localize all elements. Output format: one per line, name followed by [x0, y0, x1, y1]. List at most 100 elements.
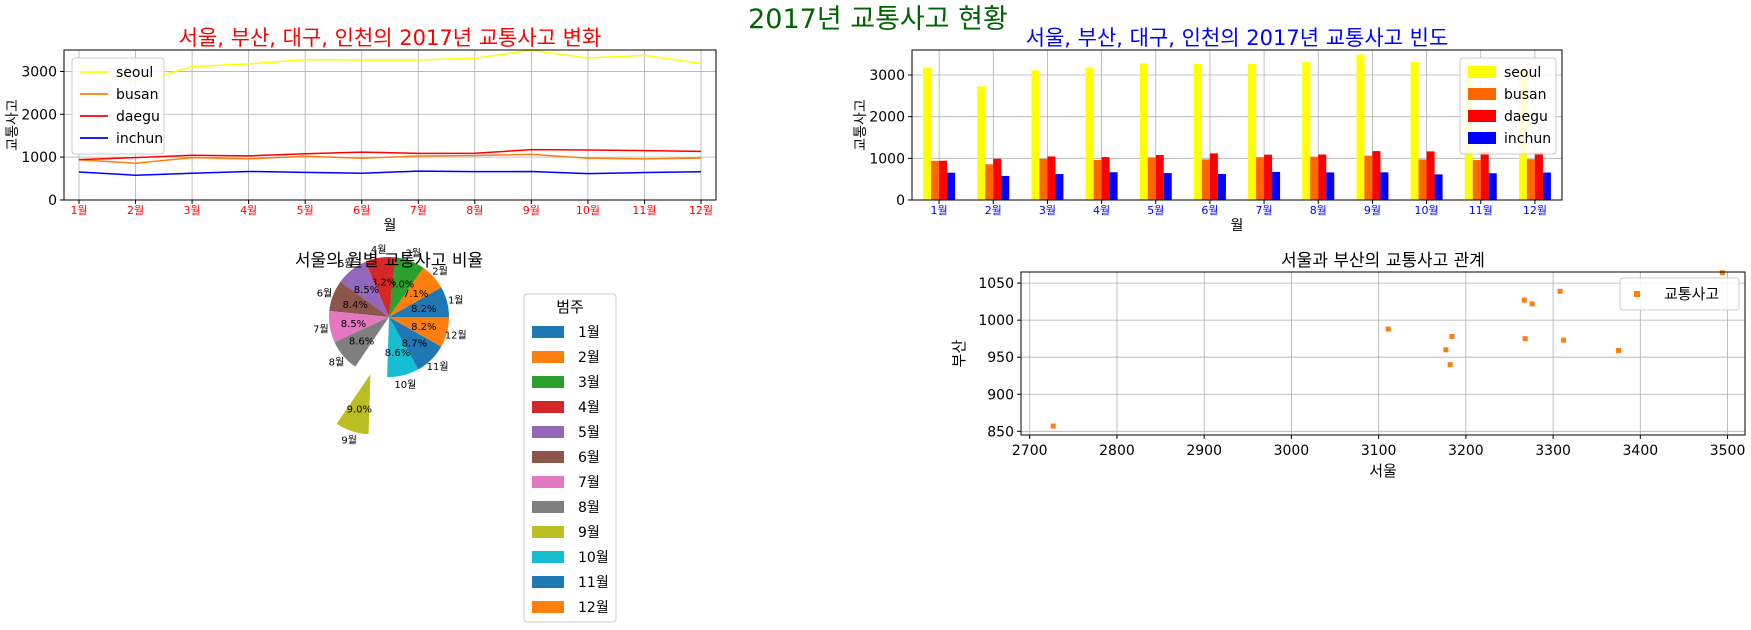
x-tick-label: 9월 [1364, 204, 1381, 217]
bar-inchun [1380, 172, 1388, 200]
legend-swatch [532, 526, 564, 538]
chart-title: 서울과 부산의 교통사고 관계 [1281, 251, 1485, 271]
x-tick-label: 5월 [1147, 204, 1164, 217]
bar-inchun [1543, 173, 1551, 200]
x-tick-label: 1월 [931, 204, 948, 217]
x-tick-label: 3월 [1039, 204, 1056, 217]
x-tick-label: 3300 [1535, 443, 1571, 459]
scatter-point [1051, 424, 1056, 429]
legend-label: daegu [1504, 109, 1548, 125]
pie-slice-label: 1월 [448, 294, 464, 306]
bar-daegu [993, 159, 1001, 200]
bar-seoul [1356, 54, 1364, 200]
bar-daegu [1372, 151, 1380, 200]
figure-suptitle: 2017년 교통사고 현황 [748, 4, 1008, 35]
pie-chart-panel: 8.2% 1월 7.1% 2월 8.0% 3월 8.2% 4월 8.5% 5월 8.4% 6월 8.5%… [295, 244, 616, 622]
pie-slice-label: 9월 [341, 435, 357, 447]
legend-label: 12월 [578, 600, 609, 616]
y-tick-label: 0 [48, 193, 57, 209]
x-tick-label: 3400 [1623, 443, 1659, 459]
legend-swatch [532, 551, 564, 563]
legend-swatch [532, 601, 564, 613]
line-chart-panel: 1월 2월 3월 4월 5월 6월 7월 8월 9월 10월 11월 12월 0 1000 2000 3000… [5, 26, 716, 234]
legend-swatch-daegu [1468, 110, 1496, 122]
legend-swatch [532, 326, 564, 338]
scatter-point [1558, 289, 1563, 294]
scatter-point [1720, 270, 1725, 275]
legend-marker [1634, 291, 1640, 297]
x-tick-label: 2월 [127, 204, 144, 217]
bar-seoul [1086, 68, 1094, 200]
bar-inchun [1489, 173, 1497, 200]
bar-busan [1039, 159, 1047, 200]
bar-daegu [1210, 153, 1218, 200]
legend-swatch [532, 376, 564, 388]
x-tick-label: 8월 [466, 204, 483, 217]
legend-swatch [532, 351, 564, 363]
legend-label: 교통사고 [1664, 285, 1719, 303]
bar-busan [1419, 159, 1427, 200]
pie-slice-label: 8월 [329, 357, 345, 369]
pie-pct-label: 8.6% [349, 336, 374, 347]
pie-pct-label: 9.0% [347, 404, 372, 415]
bar-daegu [1318, 155, 1326, 201]
x-axis-label: 월 [1231, 218, 1244, 234]
y-tick-label: 1050 [978, 276, 1014, 292]
legend-swatch [532, 476, 564, 488]
legend-label: 11월 [578, 575, 609, 591]
x-tick-label: 8월 [1310, 204, 1327, 217]
y-tick-label: 950 [987, 350, 1014, 366]
scatter-point [1522, 298, 1527, 303]
chart-title: 서울, 부산, 대구, 인천의 2017년 교통사고 변화 [179, 26, 602, 50]
x-tick-label: 9월 [523, 204, 540, 217]
x-tick-label: 4월 [240, 204, 257, 217]
pie-slice-label: 6월 [317, 287, 333, 299]
x-tick-label: 10월 [1415, 204, 1439, 217]
legend-label: 6월 [578, 450, 600, 466]
bar-daegu [939, 161, 947, 200]
legend-label: 4월 [578, 400, 600, 416]
pie-pct-label: 8.2% [411, 304, 436, 315]
x-axis-label: 서울 [1369, 462, 1397, 480]
legend-label: inchun [1504, 131, 1551, 147]
bar-daegu [1156, 155, 1164, 200]
legend-label: 10월 [578, 550, 609, 566]
chart-title: 서울의 월별 교통사고 비율 [295, 251, 483, 271]
y-tick-label: 2000 [869, 110, 905, 126]
pie-pct-label: 8.7% [402, 339, 427, 350]
bar-seoul [923, 67, 931, 200]
legend-label: 9월 [578, 525, 600, 541]
scatter-chart-panel: 2700 2800 2900 3000 3100 3200 3300 3400 3500 850 9… [950, 251, 1745, 480]
legend-label: daegu [116, 109, 160, 125]
pie-slice-label: 10월 [394, 379, 416, 391]
x-axis-label: 월 [384, 218, 397, 234]
y-tick-label: 2000 [21, 107, 57, 123]
legend-swatch [532, 451, 564, 463]
bar-busan [1364, 156, 1372, 200]
bar-busan [985, 164, 993, 200]
bar-seoul [977, 86, 985, 200]
legend-label: busan [116, 87, 159, 103]
bar-seoul [1140, 64, 1148, 201]
legend-label: inchun [116, 131, 163, 147]
x-tick-label: 4월 [1093, 204, 1110, 217]
scatter-point [1616, 348, 1621, 353]
legend-swatch-busan [1468, 88, 1496, 100]
x-tick-label: 3월 [184, 204, 201, 217]
x-tick-label: 2월 [985, 204, 1002, 217]
bar-seoul [1194, 64, 1202, 200]
scatter-point [1523, 336, 1528, 341]
pie-pct-label: 8.6% [385, 348, 410, 359]
bar-busan [931, 161, 939, 200]
bar-inchun [1435, 174, 1443, 200]
x-tick-label: 11월 [632, 204, 656, 217]
scatter-point [1530, 301, 1535, 306]
y-tick-label: 3000 [21, 64, 57, 80]
bar-busan [1473, 160, 1481, 200]
bar-seoul [1411, 62, 1419, 200]
y-tick-label: 3000 [869, 68, 905, 84]
bar-busan [1527, 159, 1535, 200]
bar-daegu [1047, 156, 1055, 200]
y-tick-label: 1000 [978, 313, 1014, 329]
legend-swatch [532, 426, 564, 438]
